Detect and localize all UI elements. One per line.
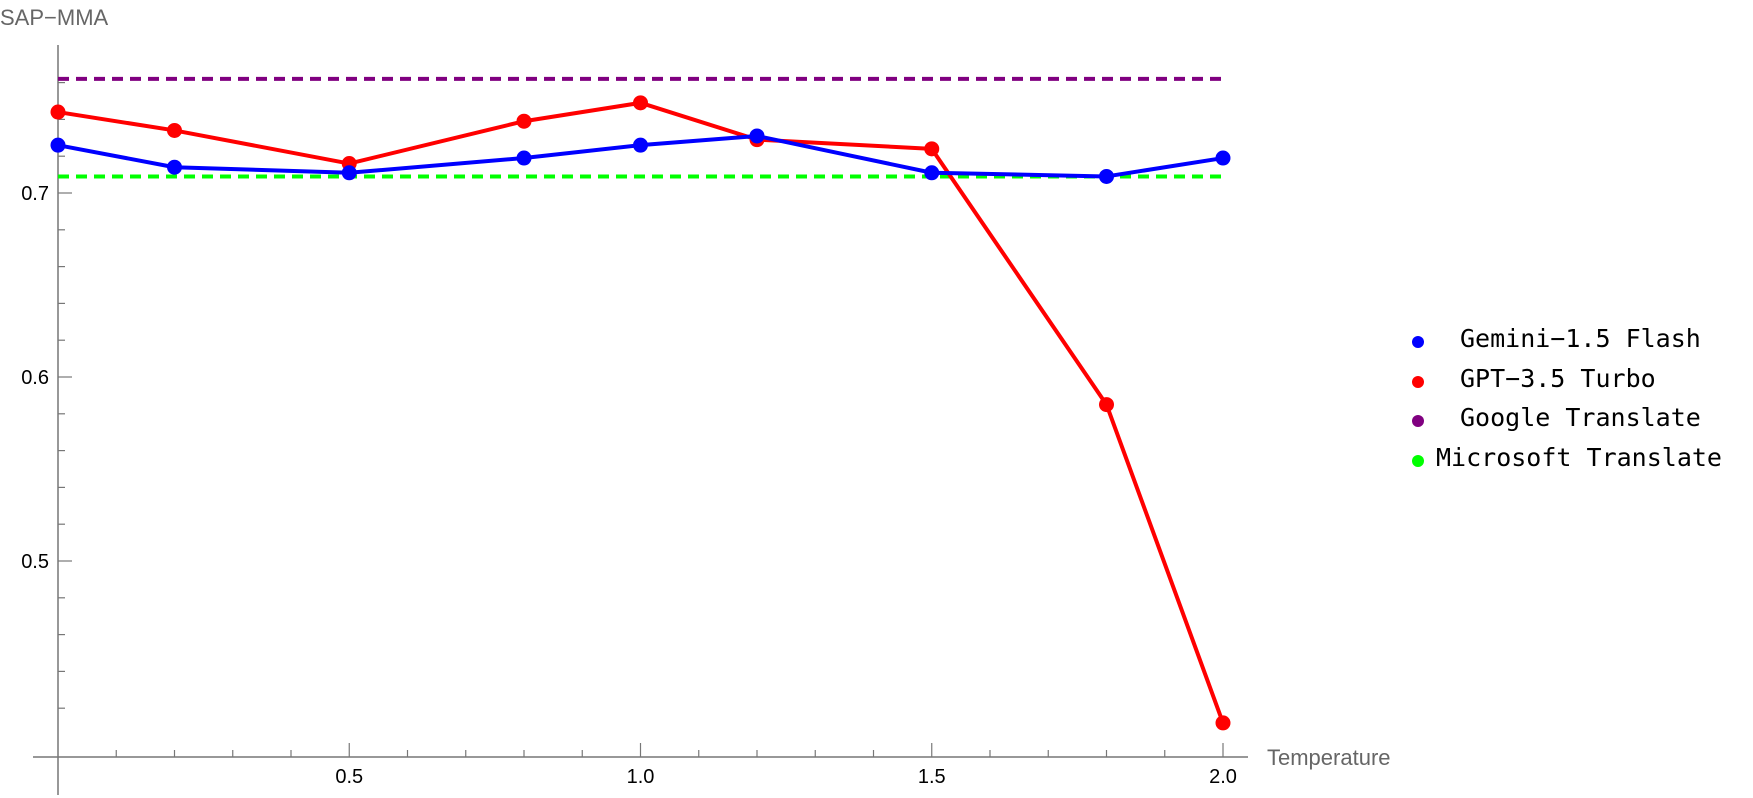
data-point-gemini-1-5-flash <box>516 150 532 166</box>
data-point-gpt-3-5-turbo <box>516 113 532 129</box>
legend-marker-gemini-1-5-flash <box>1412 336 1424 348</box>
data-point-gpt-3-5-turbo <box>167 122 182 138</box>
data-point-gpt-3-5-turbo <box>50 104 66 120</box>
x-tick-label: 0.5 <box>335 766 363 788</box>
legend-marker-gpt-3-5-turbo <box>1412 376 1424 388</box>
legend-marker-google-translate <box>1412 415 1424 427</box>
data-point-gpt-3-5-turbo <box>924 141 940 157</box>
x-tick-label: 2.0 <box>1209 766 1237 788</box>
y-axis-title: SAP−MMA <box>0 5 109 30</box>
legend-label-google-translate: Google Translate <box>1460 403 1701 432</box>
axes: 0.5 1.0 1.5 2.0 0.5 0.6 0.7 <box>21 45 1248 795</box>
data-point-gemini-1-5-flash <box>1099 168 1114 184</box>
data-point-gemini-1-5-flash <box>1215 150 1231 166</box>
data-point-gemini-1-5-flash <box>633 137 648 153</box>
legend: Gemini−1.5 Flash GPT−3.5 Turbo Google Tran… <box>1412 324 1722 472</box>
series-layer <box>50 76 1231 731</box>
y-tick-label: 0.7 <box>21 183 49 205</box>
y-tick-label: 0.5 <box>21 551 49 573</box>
data-point-gpt-3-5-turbo <box>1099 397 1114 413</box>
legend-label-gemini-1-5-flash: Gemini−1.5 Flash <box>1460 324 1701 353</box>
y-ticks: 0.5 0.6 0.7 <box>21 81 72 709</box>
series-line-gpt-3-5-turbo <box>57 100 1225 724</box>
x-tick-label: 1.0 <box>627 766 655 788</box>
data-point-gemini-1-5-flash <box>749 128 765 144</box>
data-point-gemini-1-5-flash <box>924 165 940 181</box>
data-point-gpt-3-5-turbo <box>633 95 648 111</box>
legend-label-gpt-3-5-turbo: GPT−3.5 Turbo <box>1460 364 1656 393</box>
data-point-gemini-1-5-flash <box>50 137 66 153</box>
data-point-gemini-1-5-flash <box>341 165 357 181</box>
y-tick-label: 0.6 <box>21 367 49 389</box>
x-ticks: 0.5 1.0 1.5 2.0 <box>115 743 1237 788</box>
legend-label-microsoft-translate: Microsoft Translate <box>1436 443 1722 472</box>
data-point-gemini-1-5-flash <box>167 159 182 175</box>
legend-marker-microsoft-translate <box>1412 455 1424 467</box>
x-axis-title: Temperature <box>1267 745 1391 770</box>
x-tick-label: 1.5 <box>918 766 946 788</box>
data-point-gpt-3-5-turbo <box>1215 715 1231 731</box>
